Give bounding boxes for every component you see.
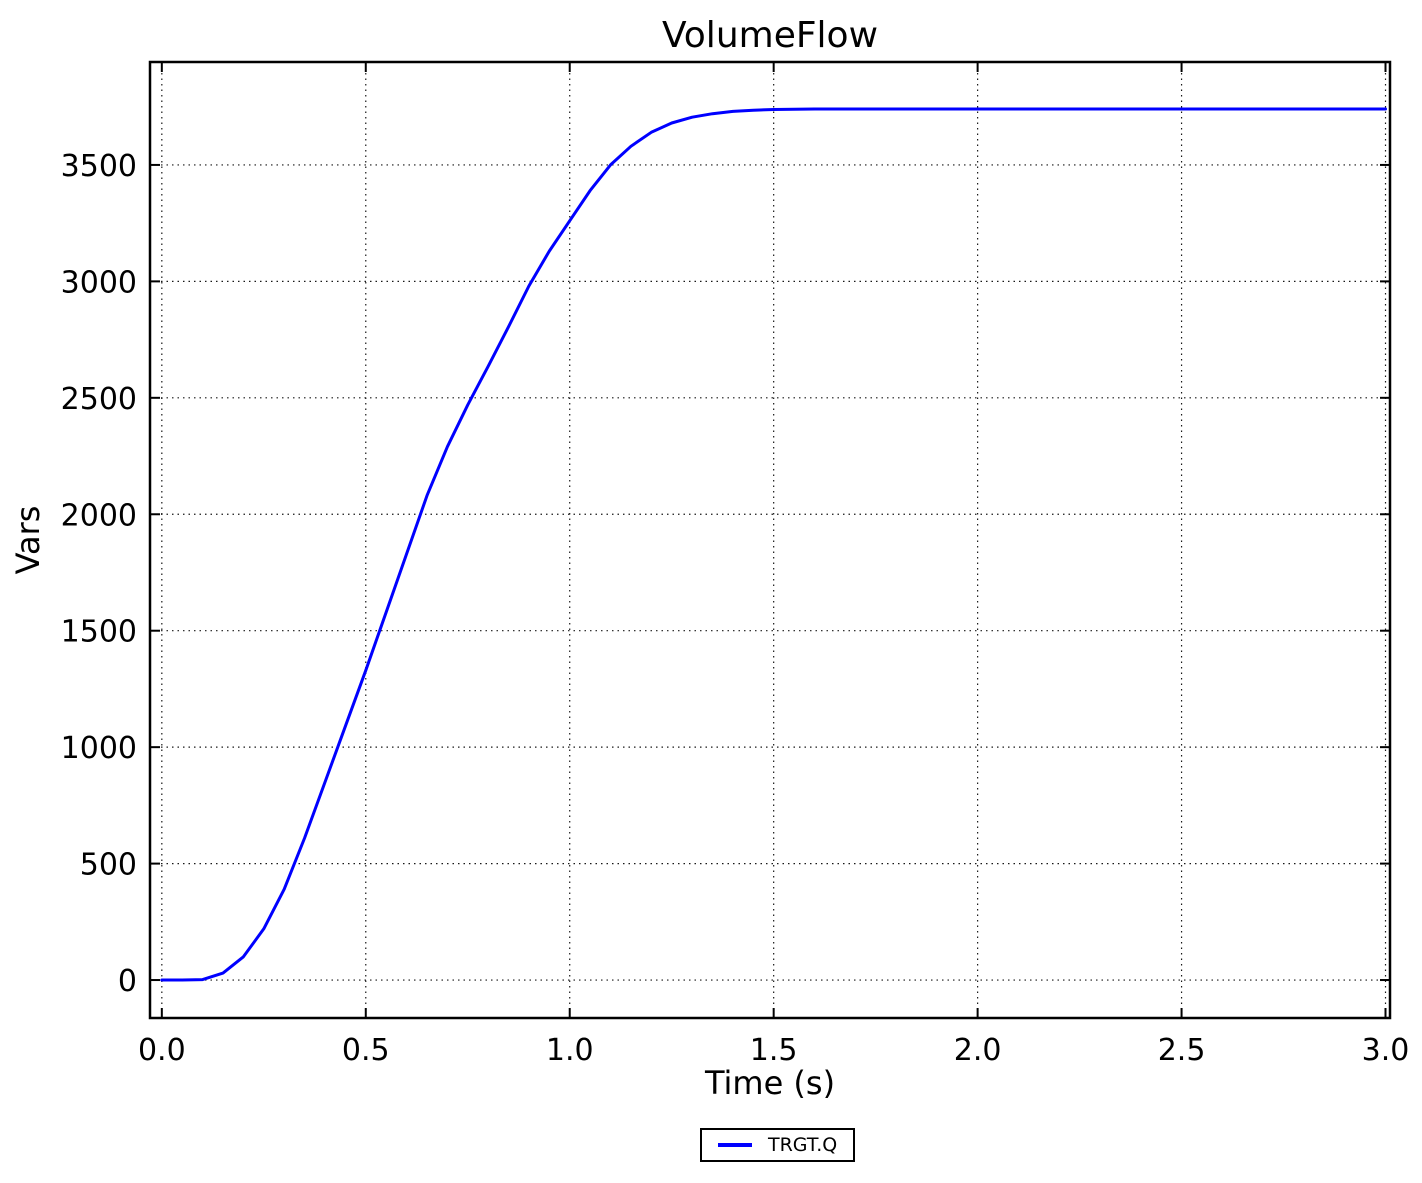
legend-label: TRGT.Q [768,1134,838,1156]
y-tick-label: 0 [118,964,137,999]
legend-line-sample [718,1143,752,1147]
x-tick-label: 0.5 [342,1033,390,1068]
legend: TRGT.Q [700,1128,856,1162]
x-tick-label: 0.0 [138,1033,186,1068]
y-tick-label: 2000 [61,498,137,533]
y-tick-label: 2500 [61,382,137,417]
x-tick-label: 1.5 [750,1033,798,1068]
y-tick-label: 1000 [61,731,137,766]
y-tick-label: 1500 [61,615,137,650]
chart-title: VolumeFlow [661,15,879,56]
x-tick-label: 2.0 [954,1033,1002,1068]
x-axis-label: Time (s) [704,1064,836,1102]
x-tick-label: 2.5 [1158,1033,1206,1068]
y-tick-label: 3000 [61,265,137,300]
axes-frame [148,60,1392,1020]
series-line-TRGT.Q [160,107,1387,982]
y-tick-label: 500 [80,848,137,883]
y-tick-label: 3500 [61,149,137,184]
x-tick-label: 3.0 [1362,1033,1410,1068]
x-tick-label: 1.0 [546,1033,594,1068]
